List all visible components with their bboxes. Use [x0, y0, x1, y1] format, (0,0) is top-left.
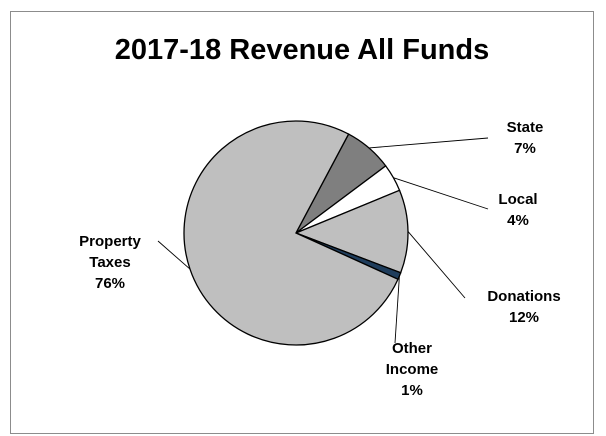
data-label-local: Local 4% [498, 191, 537, 229]
pie-slice-property-taxes [183, 120, 399, 346]
leader-line-other-income [394, 276, 400, 344]
leader-line-local [393, 177, 489, 210]
leader-line-donations [407, 231, 466, 299]
data-label-other-income: Other Income 1% [386, 340, 439, 399]
leader-line-property-taxes [157, 240, 191, 270]
leader-line-state [368, 137, 489, 149]
data-label-state: State 7% [507, 119, 544, 157]
data-label-property-taxes: Property Taxes 76% [79, 233, 141, 292]
pie-slice-donations [294, 189, 409, 274]
chart-title: 2017-18 Revenue All Funds [114, 34, 490, 66]
data-label-donations: Donations 12% [487, 288, 560, 326]
